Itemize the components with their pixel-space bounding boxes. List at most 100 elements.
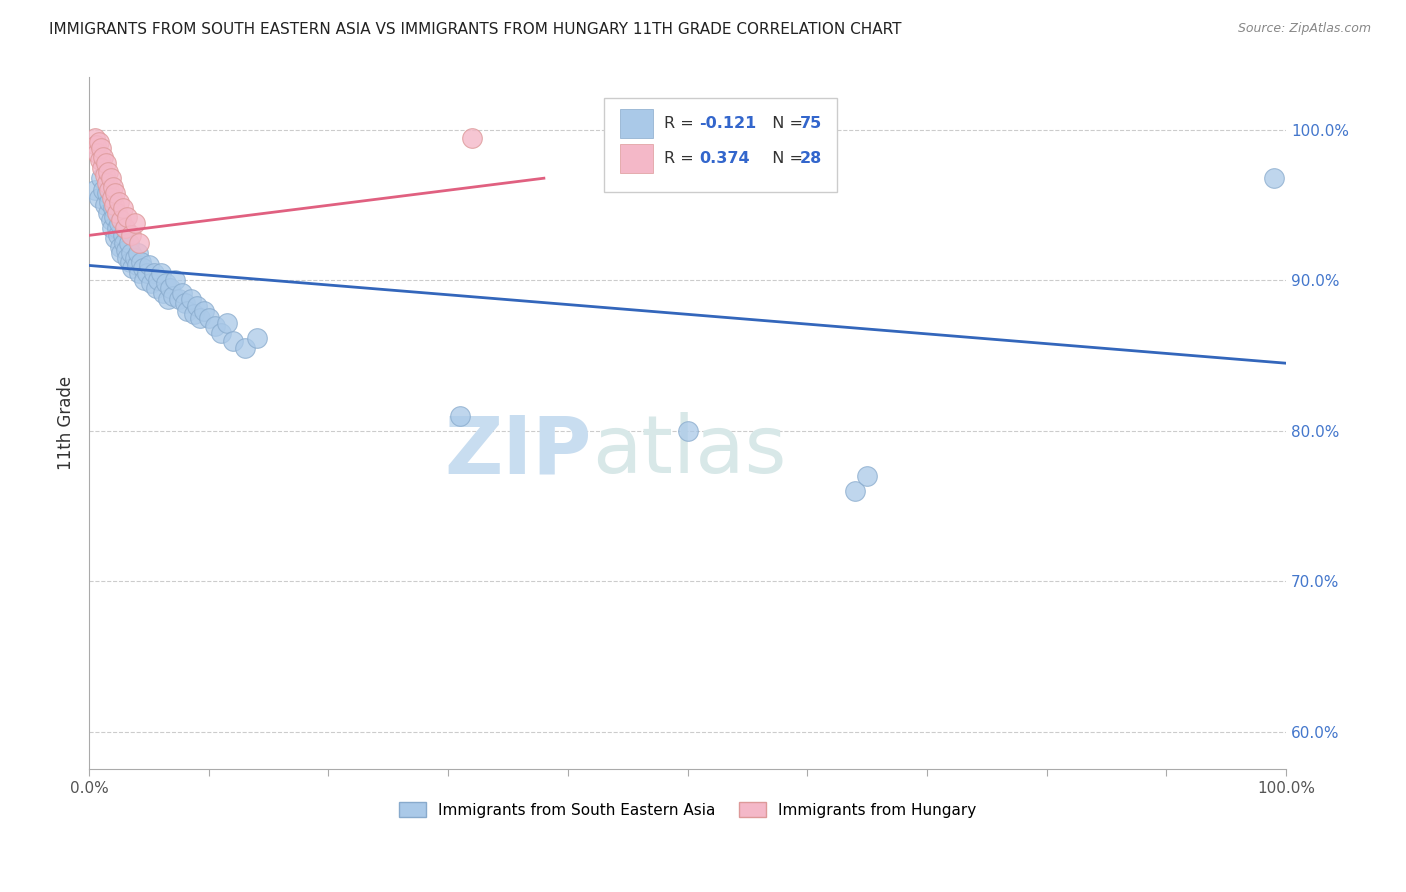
- Point: [114, 220, 136, 235]
- Point: [97, 206, 120, 220]
- Point: [105, 206, 128, 220]
- Point: [87, 135, 110, 149]
- Point: [118, 255, 141, 269]
- Point: [84, 130, 107, 145]
- Point: [176, 303, 198, 318]
- Text: N =: N =: [762, 116, 808, 131]
- FancyBboxPatch shape: [620, 144, 652, 173]
- Point: [108, 216, 131, 230]
- Text: IMMIGRANTS FROM SOUTH EASTERN ASIA VS IMMIGRANTS FROM HUNGARY 11TH GRADE CORRELA: IMMIGRANTS FROM SOUTH EASTERN ASIA VS IM…: [49, 22, 901, 37]
- Point: [1263, 171, 1285, 186]
- Point: [461, 130, 484, 145]
- Point: [222, 334, 245, 348]
- Point: [124, 251, 146, 265]
- Point: [125, 259, 148, 273]
- Point: [132, 261, 155, 276]
- Point: [129, 255, 152, 269]
- Point: [152, 285, 174, 300]
- Point: [103, 211, 125, 225]
- Point: [110, 213, 132, 227]
- Point: [91, 161, 114, 175]
- Point: [127, 246, 149, 260]
- Point: [89, 153, 111, 168]
- Point: [107, 228, 129, 243]
- Point: [98, 195, 121, 210]
- Point: [87, 191, 110, 205]
- Text: ZIP: ZIP: [444, 412, 592, 490]
- Text: R =: R =: [664, 151, 699, 166]
- Point: [173, 296, 195, 310]
- Point: [117, 251, 139, 265]
- Point: [114, 220, 136, 235]
- Point: [155, 277, 177, 291]
- Text: 75: 75: [800, 116, 823, 131]
- Point: [124, 216, 146, 230]
- Point: [190, 311, 212, 326]
- Point: [167, 292, 190, 306]
- Point: [84, 138, 107, 153]
- Point: [84, 183, 107, 197]
- Point: [104, 186, 127, 201]
- Point: [204, 318, 226, 333]
- Point: [93, 168, 115, 182]
- Point: [101, 202, 124, 216]
- Point: [183, 307, 205, 321]
- Point: [149, 266, 172, 280]
- Point: [128, 235, 150, 250]
- Point: [96, 186, 118, 201]
- Point: [844, 484, 866, 499]
- Point: [90, 141, 112, 155]
- Point: [120, 246, 142, 260]
- Point: [180, 292, 202, 306]
- Point: [162, 288, 184, 302]
- Legend: Immigrants from South Eastern Asia, Immigrants from Hungary: Immigrants from South Eastern Asia, Immi…: [392, 796, 983, 824]
- Point: [142, 266, 165, 280]
- Point: [148, 273, 170, 287]
- Point: [145, 281, 167, 295]
- Point: [93, 150, 115, 164]
- Point: [165, 273, 187, 287]
- Text: N =: N =: [762, 151, 808, 166]
- Point: [197, 311, 219, 326]
- Point: [111, 202, 134, 216]
- Point: [103, 198, 125, 212]
- FancyBboxPatch shape: [603, 98, 837, 192]
- Point: [135, 266, 157, 280]
- Point: [86, 145, 108, 160]
- Point: [233, 341, 256, 355]
- Point: [209, 326, 232, 340]
- Point: [93, 198, 115, 212]
- Point: [94, 156, 117, 170]
- Point: [101, 220, 124, 235]
- Point: [246, 331, 269, 345]
- Point: [104, 231, 127, 245]
- Point: [111, 228, 134, 243]
- Point: [121, 261, 143, 276]
- Point: [105, 220, 128, 235]
- Point: [96, 176, 118, 190]
- Point: [856, 469, 879, 483]
- Point: [120, 228, 142, 243]
- Point: [141, 277, 163, 291]
- Point: [449, 409, 471, 423]
- Point: [97, 165, 120, 179]
- Text: Source: ZipAtlas.com: Source: ZipAtlas.com: [1237, 22, 1371, 36]
- Text: -0.121: -0.121: [699, 116, 756, 131]
- FancyBboxPatch shape: [620, 109, 652, 138]
- Text: R =: R =: [664, 116, 699, 131]
- Point: [101, 180, 124, 194]
- Point: [98, 183, 121, 197]
- Point: [676, 424, 699, 438]
- Point: [193, 303, 215, 318]
- Point: [215, 316, 238, 330]
- Point: [117, 235, 139, 250]
- Point: [108, 240, 131, 254]
- Point: [134, 273, 156, 287]
- Point: [93, 183, 115, 197]
- Text: 0.374: 0.374: [699, 151, 751, 166]
- Point: [115, 244, 138, 258]
- Point: [90, 171, 112, 186]
- Point: [157, 292, 180, 306]
- Point: [186, 299, 208, 313]
- Point: [101, 191, 124, 205]
